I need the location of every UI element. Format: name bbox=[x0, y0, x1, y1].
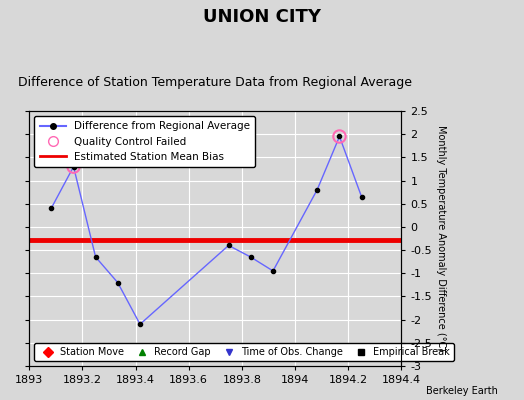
Legend: Station Move, Record Gap, Time of Obs. Change, Empirical Break: Station Move, Record Gap, Time of Obs. C… bbox=[34, 343, 454, 361]
Text: UNION CITY: UNION CITY bbox=[203, 8, 321, 26]
Point bbox=[69, 164, 78, 170]
Title: Difference of Station Temperature Data from Regional Average: Difference of Station Temperature Data f… bbox=[18, 76, 412, 89]
Text: Berkeley Earth: Berkeley Earth bbox=[426, 386, 498, 396]
Y-axis label: Monthly Temperature Anomaly Difference (°C): Monthly Temperature Anomaly Difference (… bbox=[436, 126, 446, 352]
Point bbox=[335, 133, 344, 140]
